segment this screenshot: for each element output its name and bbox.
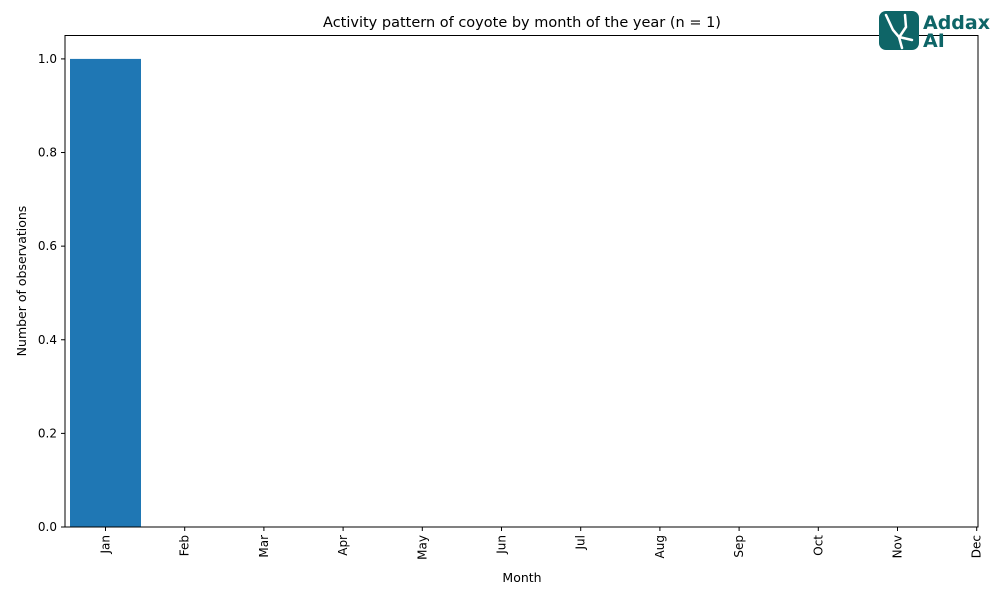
- y-tick-label: 1.0: [38, 52, 57, 66]
- chart-title: Activity pattern of coyote by month of t…: [323, 15, 721, 31]
- addax-ai-logo: Addax AI: [879, 11, 990, 52]
- x-tick-label-jan: Jan: [99, 535, 113, 555]
- x-axis-ticks: Jan Feb Mar Apr May Jun Jul Aug Sep Oct Nov Dec: [99, 527, 984, 560]
- bar-jan: [70, 58, 141, 528]
- x-tick-label-mar: Mar: [257, 535, 271, 558]
- y-tick-label: 0.6: [38, 239, 57, 253]
- logo-text-line1: Addax: [923, 12, 990, 34]
- x-axis-label: Month: [502, 570, 541, 585]
- y-tick-label: 0.8: [38, 146, 57, 160]
- x-tick-label-jun: Jun: [495, 535, 509, 555]
- plot-frame: [64, 35, 979, 528]
- y-tick-label: 0.4: [38, 333, 57, 347]
- x-tick-label-may: May: [415, 535, 429, 560]
- logo-text-line2: AI: [923, 30, 945, 52]
- x-tick-label-feb: Feb: [178, 535, 192, 556]
- x-tick-label-sep: Sep: [732, 535, 746, 558]
- y-axis-ticks: 0.0 0.2 0.4 0.6 0.8 1.0: [38, 52, 65, 534]
- x-tick-label-apr: Apr: [336, 535, 350, 556]
- x-tick-label-nov: Nov: [891, 535, 905, 558]
- y-tick-label: 0.0: [38, 520, 57, 534]
- x-tick-label-oct: Oct: [811, 535, 825, 556]
- antelope-icon: [884, 13, 914, 50]
- x-tick-label-jul: Jul: [574, 535, 588, 550]
- y-tick-label: 0.2: [38, 426, 57, 440]
- logo-badge: [879, 11, 919, 50]
- x-tick-label-dec: Dec: [970, 535, 984, 558]
- x-tick-label-aug: Aug: [653, 535, 667, 558]
- bars-group: [70, 58, 141, 528]
- y-axis-label: Number of observations: [14, 206, 29, 357]
